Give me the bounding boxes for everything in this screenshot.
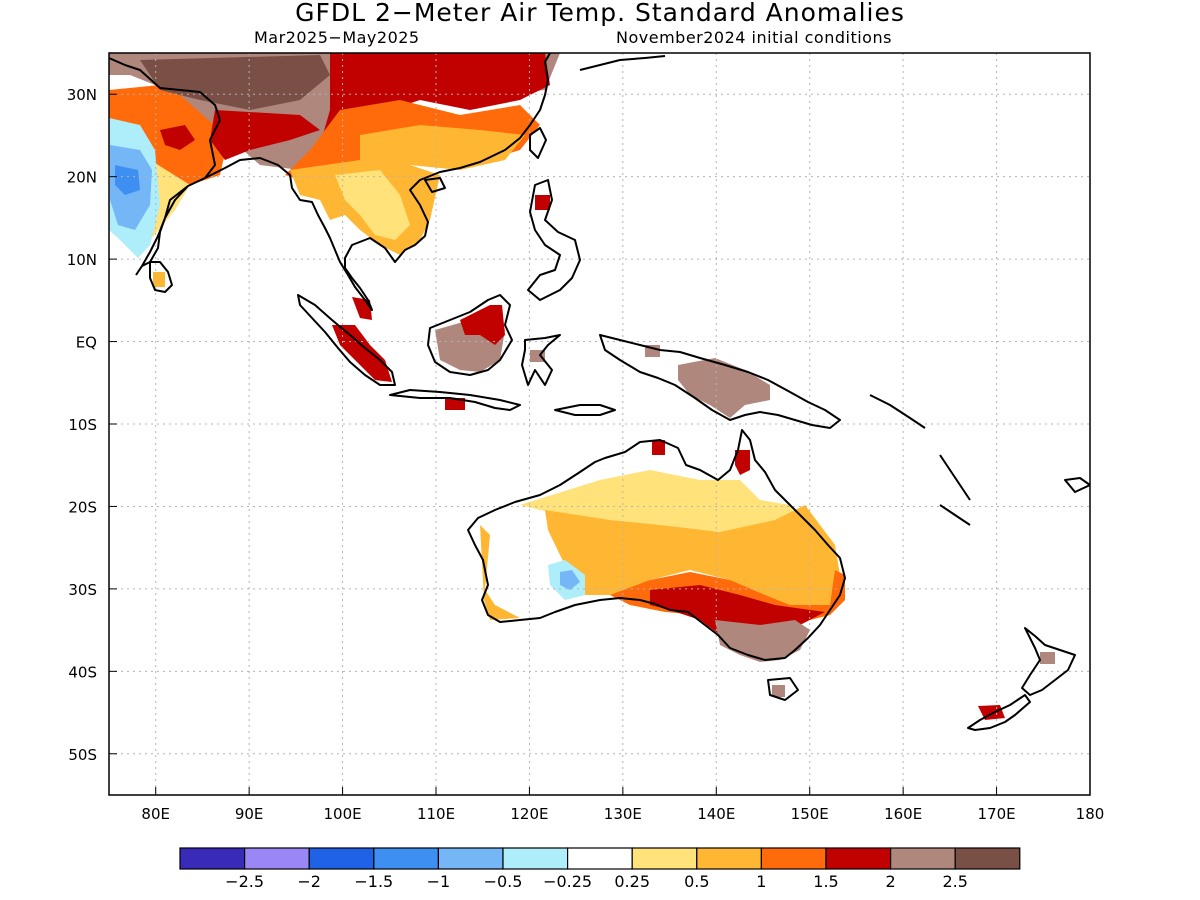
lat-tick-label: EQ <box>76 334 97 352</box>
china-field-red <box>320 53 550 150</box>
coast-australia <box>467 429 846 661</box>
colorbar-label: −0.25 <box>543 872 592 891</box>
coast-sulawesi <box>521 334 561 386</box>
coast-japan <box>579 55 666 71</box>
tibet-field-darkbrown <box>140 55 330 110</box>
lon-tick-label: 90E <box>235 805 264 823</box>
coast-asia-mainland <box>109 53 551 311</box>
australia-field-orange-w <box>480 525 520 620</box>
coast-hainan <box>424 177 446 193</box>
australia-field-orange <box>545 505 840 610</box>
himalaya-field-red <box>210 110 320 160</box>
coast-newcaledonia <box>939 504 971 526</box>
lat-tick-label: 40S <box>68 663 97 681</box>
anomaly-field-layer <box>109 53 1055 720</box>
colorbar-swatch <box>566 847 633 870</box>
lon-tick-label: 80E <box>141 805 170 823</box>
lon-tick-label: 110E <box>417 805 455 823</box>
colorbar-label: −2 <box>297 872 321 891</box>
lat-tick-label: 20S <box>68 498 97 516</box>
coast-sumatra <box>297 294 396 386</box>
colorbar-swatch <box>954 847 1021 870</box>
australia-field-red-ne <box>735 450 750 475</box>
colorbar-label: −2.5 <box>225 872 264 891</box>
australia-field-red-n <box>652 440 665 455</box>
graticule <box>109 53 1090 795</box>
colorbar-swatch <box>244 847 310 870</box>
initial-conditions: November2024 initial conditions <box>616 28 892 47</box>
colorbar: −2.5 −2 −1.5 −1 −0.5 −0.25 0.25 0.5 1 1.5 2 2.5 <box>179 847 1021 891</box>
colorbar-label: 1.5 <box>813 872 838 891</box>
coast-borneo <box>427 294 513 376</box>
coast-vanuatu <box>939 454 971 501</box>
coast-fiji <box>1064 477 1090 493</box>
lon-tick-label: 130E <box>604 805 642 823</box>
sumatra-field-red <box>332 325 392 382</box>
colorbar-swatch <box>696 847 762 870</box>
colorbar-swatch <box>179 847 246 870</box>
newguinea-field-brown <box>678 358 770 418</box>
colorbar-swatch <box>502 847 569 870</box>
colorbar-swatch <box>437 847 504 870</box>
colorbar-label: 1 <box>756 872 766 891</box>
lat-tick-label: 10N <box>67 251 97 269</box>
nz-field-red <box>978 705 1005 720</box>
plot-frame <box>108 52 1091 796</box>
colorbar-swatch <box>308 847 375 870</box>
coast-nz-north <box>1021 627 1076 696</box>
australia-field-yellow <box>520 470 800 535</box>
colorbar-label: −0.5 <box>484 872 523 891</box>
china-field-yellow-orange <box>360 125 525 170</box>
borneo-field-red <box>460 305 505 345</box>
colorbar-swatch <box>373 847 439 870</box>
lat-tick-label: 30S <box>68 581 97 599</box>
forecast-period: Mar2025−May2025 <box>254 28 420 47</box>
colorbar-label: 0.5 <box>684 872 709 891</box>
colorbar-label: −1.5 <box>354 872 393 891</box>
lon-tick-label: 140E <box>697 805 735 823</box>
srilanka-field <box>153 272 165 287</box>
lon-tick-label: 120E <box>510 805 548 823</box>
colorbar-swatch <box>760 847 827 870</box>
coast-srilanka <box>149 261 173 293</box>
lon-tick-label: 150E <box>791 805 829 823</box>
longitude-axis: 80E 90E 100E 110E 120E 130E 140E 150E 160E 170E 18… <box>141 787 1104 823</box>
coast-nz-south <box>967 694 1031 731</box>
colorbar-swatch <box>825 847 892 870</box>
lat-tick-label: 50S <box>68 746 97 764</box>
lon-tick-label: 180 <box>1076 805 1105 823</box>
colorbar-swatch <box>889 847 956 870</box>
map-title: GFDL 2−Meter Air Temp. Standard Anomalie… <box>295 0 905 27</box>
coast-taiwan <box>529 127 547 159</box>
coastline-layer <box>109 53 1090 731</box>
lat-tick-label: 10S <box>68 416 97 434</box>
india-field-red <box>160 125 195 150</box>
coast-timor <box>554 404 616 416</box>
coast-philippines <box>527 179 581 301</box>
lat-tick-label: 20N <box>67 169 97 187</box>
java-field-red <box>445 398 465 410</box>
coast-tasmania <box>767 677 799 701</box>
colorbar-swatch <box>631 847 698 870</box>
coast-java <box>389 389 521 411</box>
coast-solomons <box>869 394 926 429</box>
australia-field-medblue-sw <box>560 570 580 590</box>
latitude-axis: 30N 20N 10N EQ 10S 20S 30S 40S 50S <box>67 86 117 764</box>
australia-field-brown <box>715 620 810 662</box>
indochina-field-yellow <box>335 170 410 240</box>
lon-tick-label: 100E <box>324 805 362 823</box>
lon-tick-label: 160E <box>884 805 922 823</box>
philippines-field-red <box>535 195 550 210</box>
lon-tick-label: 170E <box>978 805 1016 823</box>
tasmania-field-brown <box>772 685 785 697</box>
colorbar-label: 2.5 <box>942 872 967 891</box>
colorbar-label: −1 <box>427 872 451 891</box>
nz-field-brown <box>1040 652 1055 664</box>
lat-tick-label: 30N <box>67 86 97 104</box>
colorbar-label: 2 <box>886 872 896 891</box>
india-field-blue <box>115 165 140 195</box>
colorbar-label: 0.25 <box>614 872 650 891</box>
coast-newguinea <box>599 334 841 429</box>
